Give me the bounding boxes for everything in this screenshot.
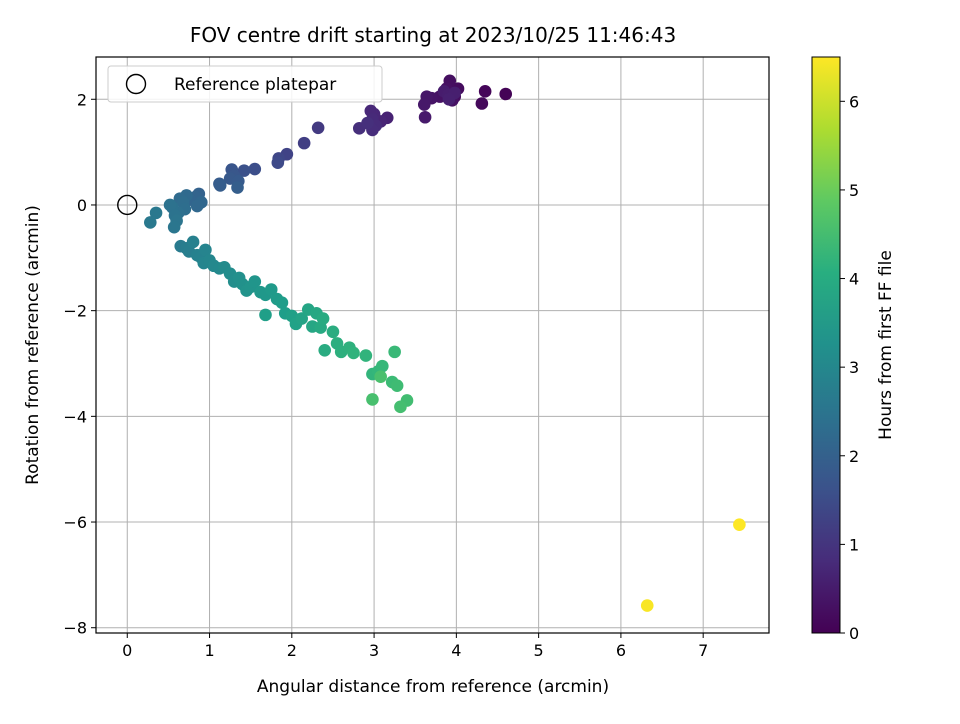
colorbar-label: Hours from first FF file [876, 250, 896, 440]
x-tick-label: 1 [204, 641, 214, 660]
data-point [376, 359, 389, 373]
data-point [295, 312, 308, 325]
x-tick-label: 6 [616, 641, 626, 660]
data-point [231, 181, 244, 194]
data-point [237, 164, 251, 177]
legend: Reference platepar [107, 65, 383, 103]
data-point [275, 296, 289, 310]
data-point [297, 136, 311, 150]
data-point [248, 275, 262, 288]
data-point [640, 599, 654, 612]
chart-title: FOV centre drift starting at 2023/10/25 … [190, 23, 676, 47]
data-point [418, 110, 432, 124]
y-tick-label: −2 [63, 302, 87, 321]
x-tick-label: 0 [122, 641, 132, 660]
data-point [318, 343, 332, 357]
data-point [149, 206, 163, 220]
x-tick-label: 4 [451, 641, 461, 660]
data-point [144, 216, 157, 229]
data-point [199, 243, 212, 257]
data-point [388, 345, 401, 359]
x-axis-ticks: 0 1 2 3 4 5 6 7 [122, 633, 708, 660]
data-point [264, 283, 278, 296]
data-point [163, 198, 177, 212]
colorbar-ticks: 0 1 2 3 4 5 6 [840, 92, 859, 643]
x-tick-label: 3 [369, 641, 379, 660]
colorbar-tick-label: 3 [849, 358, 859, 377]
y-tick-label: −4 [63, 407, 87, 426]
x-tick-label: 5 [534, 641, 544, 660]
data-point [374, 370, 387, 384]
y-tick-label: −6 [63, 513, 87, 532]
data-point [359, 349, 373, 362]
data-point [186, 235, 200, 249]
y-axis-label: Rotation from reference (arcmin) [23, 205, 43, 485]
legend-label: Reference platepar [174, 75, 336, 95]
data-points [144, 74, 746, 612]
plot-area-frame [95, 56, 770, 634]
data-point [271, 156, 285, 169]
y-tick-label: 0 [77, 196, 87, 215]
data-point [417, 98, 431, 111]
colorbar-tick-label: 2 [849, 447, 859, 466]
x-tick-label: 7 [698, 641, 708, 660]
data-point [190, 199, 204, 213]
data-point [248, 162, 262, 176]
data-point [326, 325, 340, 339]
x-axis-label: Angular distance from reference (arcmin) [257, 677, 609, 697]
data-point [366, 393, 379, 406]
data-point [316, 312, 330, 325]
x-tick-label: 2 [287, 641, 297, 660]
colorbar-tick-label: 6 [849, 92, 859, 111]
data-point [499, 87, 513, 101]
data-point [347, 346, 360, 360]
colorbar-tick-label: 0 [849, 624, 859, 643]
data-point [311, 121, 325, 135]
data-point [394, 400, 407, 414]
legend-box [107, 65, 383, 103]
grid-lines [96, 57, 769, 633]
colorbar [811, 56, 841, 634]
data-point [390, 379, 404, 392]
data-point [361, 116, 374, 130]
y-axis-ticks: 2 0 −2 −4 −6 −8 [63, 90, 96, 638]
data-point [259, 308, 272, 322]
data-point [442, 92, 456, 106]
y-tick-label: 2 [77, 90, 87, 109]
colorbar-tick-label: 1 [849, 535, 859, 554]
data-point [167, 220, 181, 234]
data-point [213, 179, 227, 192]
colorbar-tick-label: 4 [849, 270, 859, 289]
data-point [478, 85, 492, 98]
colorbar-tick-label: 5 [849, 181, 859, 200]
legend-marker-icon [125, 73, 147, 95]
y-tick-label: −8 [63, 619, 87, 638]
data-point [733, 518, 746, 531]
data-point [475, 97, 489, 110]
reference-platepar-marker [117, 194, 138, 216]
